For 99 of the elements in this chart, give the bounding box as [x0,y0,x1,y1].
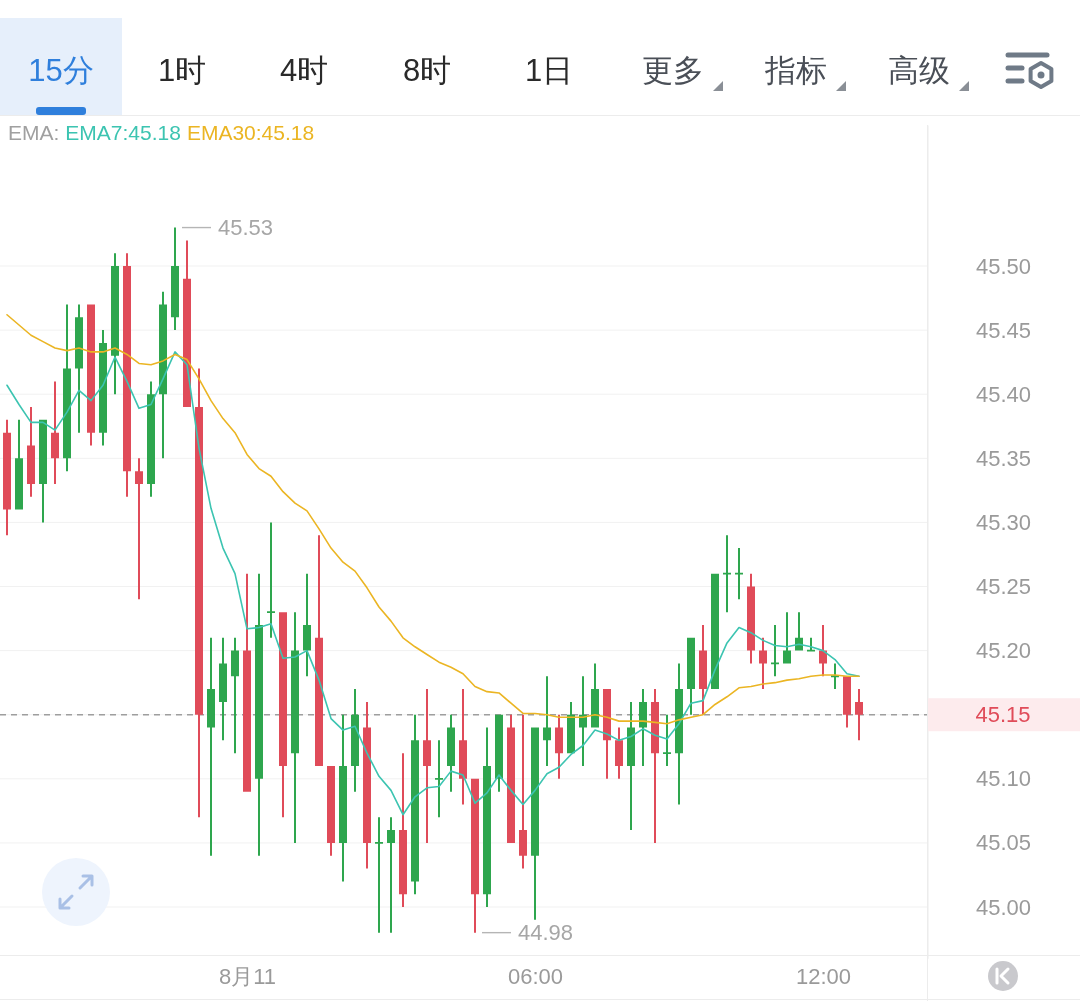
candlestick [99,330,107,446]
candlestick [567,701,575,754]
text: 更多 [642,53,704,89]
candlestick [207,637,215,856]
text: 1日 [524,53,574,89]
candlestick [711,573,719,690]
candlestick [639,689,647,766]
candlestick [195,368,203,818]
candlestick [267,522,275,638]
candlestick [75,304,83,433]
text: 1时 [157,53,207,89]
candlestick [459,689,467,805]
candlestick [87,304,95,446]
candlestick [351,689,359,792]
candlestick [675,663,683,805]
candlestick [447,714,455,792]
candlestick [687,637,695,715]
candlestick [723,535,731,613]
candlestick [663,714,671,766]
candlestick [243,573,251,792]
text: 指标 [764,53,827,89]
text: 4时 [279,53,329,89]
candlestick [279,612,287,818]
candlestick [531,727,539,920]
candlestick [183,240,191,408]
candlestick [435,740,443,818]
candlestick [387,817,395,933]
candlestick [843,676,851,728]
candlestick [807,637,815,652]
candlestick [627,701,635,831]
candlestick [3,419,11,536]
candlestick [327,766,335,856]
candlestick [363,701,371,869]
y-tick-label: 45.05 [975,830,1032,856]
ref-line-label: 45.15 [975,702,1031,728]
candlestick [615,727,623,779]
candlestick [783,612,791,664]
y-tick-label: 45.20 [975,638,1032,664]
y-tick-label: 45.00 [975,894,1032,920]
candlestick [291,612,299,843]
candlestick [795,612,803,651]
candlestick [855,689,863,741]
candlestick [123,253,131,497]
candlestick [15,419,23,510]
x-tick-label: 06:00 [507,963,564,989]
x-tick-label: 12:00 [795,963,852,989]
candlestick [423,689,431,843]
y-tick-label: 45.35 [975,445,1032,471]
candlestick [771,624,779,677]
candlestick [747,573,755,664]
text: 15分 [28,53,94,89]
candlestick [555,714,563,779]
y-tick-label: 45.50 [975,253,1032,279]
candlestick [39,419,47,523]
candlestick [735,548,743,600]
candlestick [135,458,143,600]
y-tick-label: 45.40 [975,381,1032,407]
candlestick [159,291,167,459]
candlestick [507,714,515,843]
text: EMA7:45.18 [65,120,181,144]
candlestick [111,253,119,395]
candlestick [699,624,707,715]
x-tick-label: 8月11 [218,963,277,989]
annotation: 45.53 [218,215,274,241]
candlestick [231,637,239,754]
y-tick-label: 45.45 [975,317,1032,343]
candlestick [399,753,407,908]
candlestick [603,689,611,779]
candlestick [471,778,479,933]
candlestick [219,637,227,741]
y-tick-label: 45.30 [975,509,1032,535]
candlestick [255,573,263,856]
y-tick-label: 45.25 [975,574,1032,600]
candlestick [171,227,179,331]
candlestick [543,676,551,766]
candlestick [315,535,323,766]
candlestick [411,714,419,895]
legend-title: EMA: [8,120,60,144]
candlestick [651,689,659,843]
candlestick [483,727,491,908]
candlestick [303,573,311,677]
candlestick [147,381,155,497]
text: 8时 [402,53,452,89]
candlestick [495,714,503,792]
text: 高级 [888,53,950,89]
candlestick [579,676,587,766]
text: EMA30:45.18 [186,120,315,144]
candlestick [819,624,827,677]
y-tick-label: 45.10 [975,766,1032,792]
candlestick [759,637,767,690]
candlestick [51,381,59,484]
line-series [6,313,860,725]
candlestick [375,817,383,933]
candlestick [591,663,599,728]
candlestick [63,304,71,472]
candlestick [27,407,35,497]
annotation: 44.98 [518,920,574,946]
candlestick [339,714,347,882]
candlestick [519,714,527,869]
